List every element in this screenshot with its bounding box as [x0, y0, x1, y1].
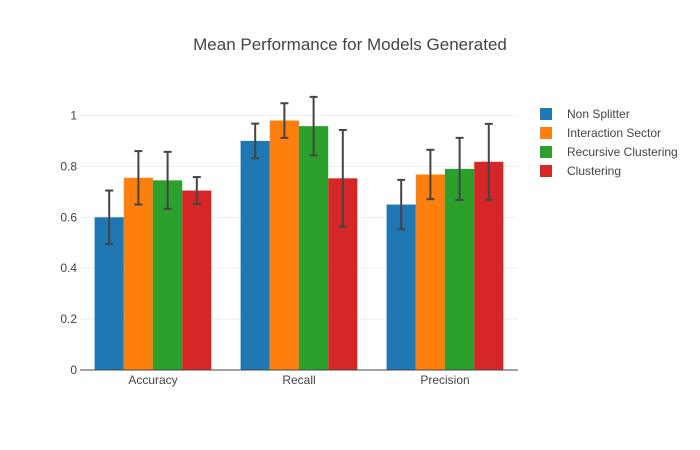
error-bar: [163, 150, 172, 210]
legend-item[interactable]: Interaction Sector: [540, 126, 661, 140]
error-bar: [455, 136, 464, 201]
legend-label: Clustering: [567, 164, 621, 178]
legend[interactable]: Non Splitter Interaction Sector Recursive …: [540, 107, 678, 178]
error-bar: [338, 128, 347, 228]
legend-swatch: [540, 127, 552, 139]
legend-label: Recursive Clustering: [567, 145, 678, 159]
axes: 0 0.2 0.4 0.6 0.8 1 Accuracy Recall Precision: [60, 108, 518, 387]
error-bar: [134, 150, 143, 206]
y-tick-label: 0.2: [60, 312, 77, 326]
y-tick-label: 0.4: [60, 261, 77, 275]
legend-label: Interaction Sector: [567, 126, 661, 140]
error-bar: [192, 176, 201, 206]
legend-item[interactable]: Clustering: [540, 164, 621, 178]
chart-title: Mean Performance for Models Generated: [193, 35, 507, 54]
y-tick-label: 0.8: [60, 159, 77, 173]
legend-swatch: [540, 108, 552, 120]
bar[interactable]: [153, 180, 183, 370]
bar[interactable]: [299, 126, 329, 371]
legend-label: Non Splitter: [567, 107, 630, 121]
error-bar: [105, 189, 114, 245]
error-bar: [309, 95, 318, 157]
legend-item[interactable]: Non Splitter: [540, 107, 630, 121]
error-bars: [105, 95, 493, 245]
bar[interactable]: [415, 174, 445, 370]
error-bar: [251, 122, 260, 160]
bar[interactable]: [386, 204, 416, 370]
legend-swatch: [540, 146, 552, 158]
x-tick-label: Recall: [282, 373, 315, 387]
legend-swatch: [540, 165, 552, 177]
y-tick-label: 1: [70, 108, 77, 122]
x-tick-label: Accuracy: [128, 373, 177, 387]
bar[interactable]: [445, 168, 475, 370]
y-tick-label: 0: [70, 363, 77, 377]
error-bar: [484, 122, 493, 201]
x-tick-label: Precision: [420, 373, 469, 387]
bar[interactable]: [240, 140, 270, 370]
legend-item[interactable]: Recursive Clustering: [540, 145, 678, 159]
y-tick-label: 0.6: [60, 210, 77, 224]
error-bar: [280, 102, 289, 139]
bar[interactable]: [269, 120, 299, 370]
bars: [94, 120, 504, 371]
error-bar: [426, 148, 435, 201]
bar[interactable]: [123, 177, 153, 370]
error-bar: [397, 178, 406, 231]
bar[interactable]: [182, 190, 212, 370]
